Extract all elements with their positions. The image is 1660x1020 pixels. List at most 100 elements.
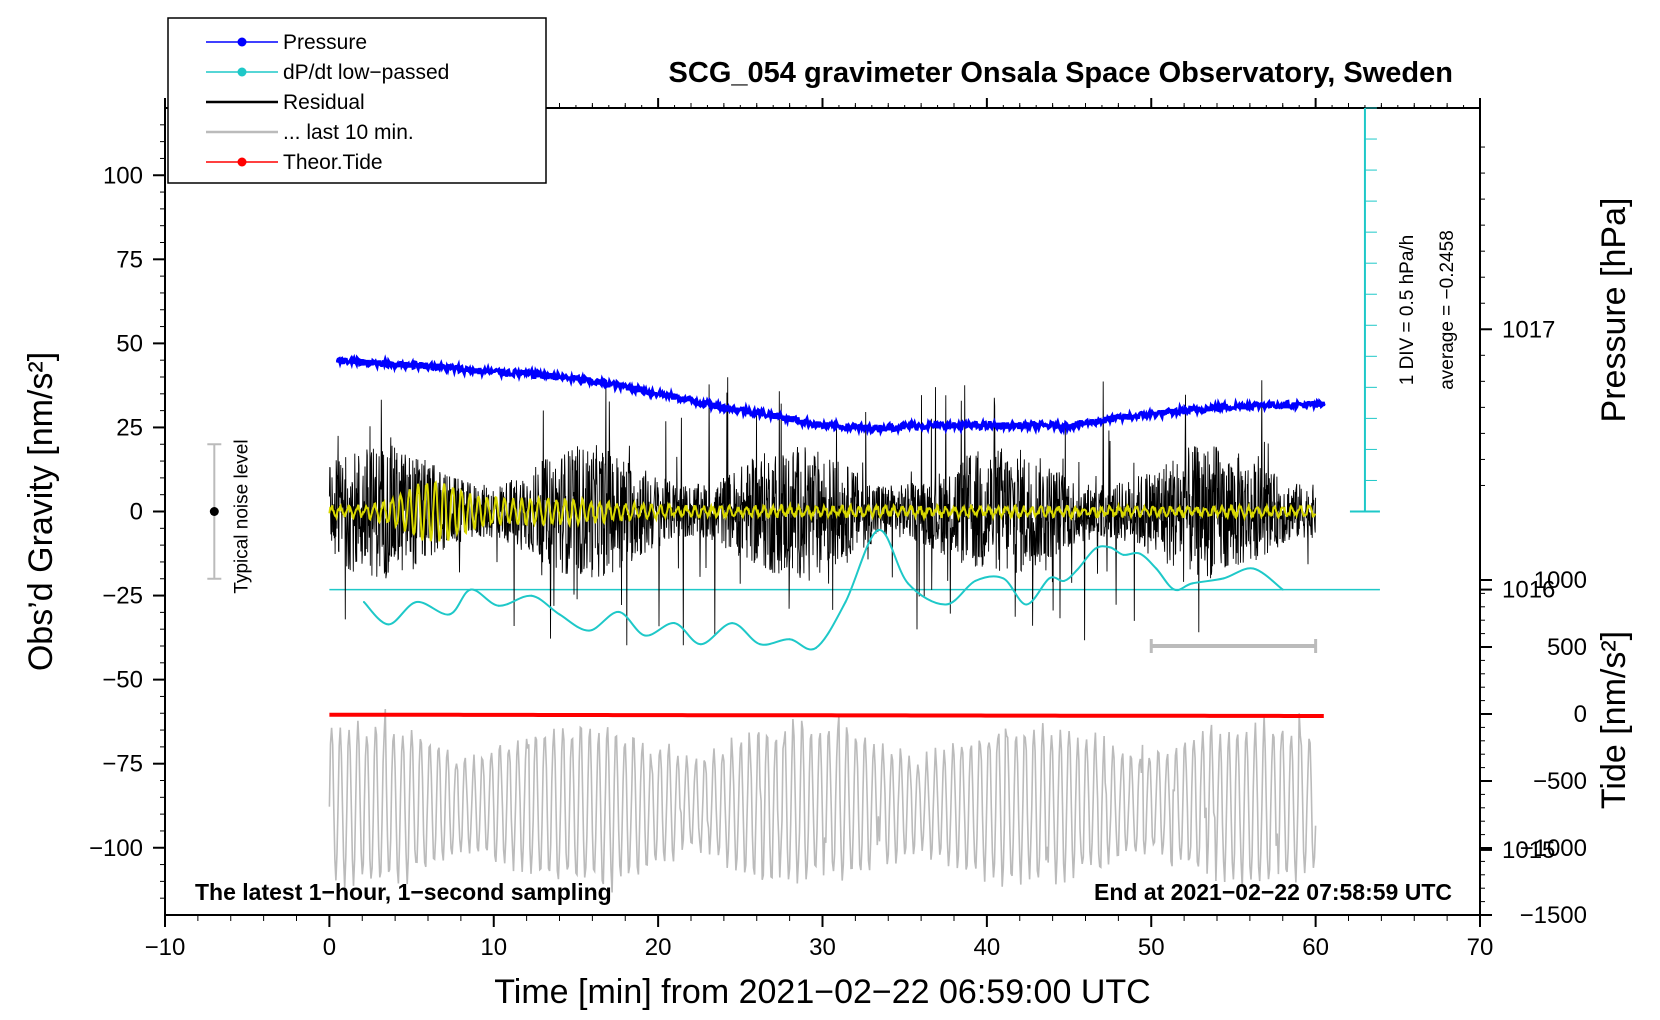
dpdt-point — [1138, 552, 1141, 555]
y-tick-label: 25 — [116, 414, 143, 441]
dpdt-point — [877, 529, 880, 532]
y-tick-label: −50 — [102, 667, 143, 694]
dpdt-point — [1025, 603, 1028, 606]
tide-tick-label: −500 — [1533, 768, 1587, 795]
pressure-point — [377, 361, 381, 365]
pressure-point — [525, 372, 529, 376]
legend-marker — [237, 67, 247, 77]
legend-label: Pressure — [283, 31, 367, 54]
dpdt-point — [469, 588, 472, 591]
dpdt-point — [588, 629, 591, 632]
dpdt-point — [906, 582, 909, 585]
pressure-point — [722, 405, 726, 409]
dpdt-point — [788, 638, 791, 641]
y-axis-label-pressure: Pressure [hPa] — [1595, 198, 1633, 423]
pressure-point — [771, 413, 775, 417]
dpdt-point — [1281, 588, 1284, 591]
residual-smoothed-series — [328, 480, 1317, 542]
x-axis-label: Time [min] from 2021−02−22 06:59:00 UTC — [494, 973, 1150, 1011]
dpdt-point — [558, 613, 561, 616]
dpdt-average-label: average = −0.2458 — [1437, 230, 1458, 390]
dpdt-point — [643, 634, 646, 637]
dpdt-point — [1222, 577, 1225, 580]
dpdt-point — [497, 604, 500, 607]
dpdt-point — [814, 646, 817, 649]
dpdt-point — [1048, 577, 1051, 580]
pressure-point — [336, 359, 340, 363]
pressure-point — [1116, 416, 1120, 420]
theor-tide-series — [329, 712, 1324, 718]
y-tick-label: −75 — [102, 751, 143, 778]
x-tick-label: 10 — [480, 934, 507, 961]
dpdt-point — [362, 601, 365, 604]
pressure-point — [426, 364, 430, 368]
dpdt-point — [1155, 567, 1158, 570]
pressure-point — [1166, 411, 1170, 415]
pressure-point — [475, 369, 479, 373]
legend-box — [167, 17, 547, 184]
y-tick-label: 75 — [116, 246, 143, 273]
x-tick-label: 70 — [1467, 934, 1494, 961]
dpdt-point — [731, 622, 734, 625]
dpdt-division-label: 1 DIV = 0.5 hPa/h — [1397, 235, 1418, 386]
x-tick-label: 30 — [809, 934, 836, 961]
dpdt-point — [759, 643, 762, 646]
pressure-point — [574, 377, 578, 381]
pressure-tick-label: 1016 — [1502, 577, 1555, 604]
dpdt-point — [530, 594, 533, 597]
dpdt-point — [699, 643, 702, 646]
dpdt-point — [944, 603, 947, 606]
bottom-left-note: The latest 1−hour, 1−second sampling — [195, 879, 612, 905]
x-tick-label: 40 — [974, 934, 1001, 961]
dpdt-point — [1252, 567, 1255, 570]
legend-marker — [237, 157, 247, 167]
dpdt-point — [1002, 577, 1005, 580]
x-tick-label: −10 — [145, 934, 186, 961]
legend-label: ... last 10 min. — [283, 121, 414, 144]
tide-tick-label: 500 — [1547, 634, 1587, 661]
dpdt-point — [844, 601, 847, 604]
dpdt-point — [448, 613, 451, 616]
pressure-point — [968, 424, 972, 428]
tide-tick-label: −1500 — [1520, 902, 1587, 929]
pressure-point — [1067, 424, 1071, 428]
tide-tick-label: 1000 — [1534, 567, 1587, 594]
x-tick-label: 20 — [645, 934, 672, 961]
x-tick-label: 50 — [1138, 934, 1165, 961]
y-tick-label: −25 — [102, 583, 143, 610]
tide-tick-label: 0 — [1574, 701, 1587, 728]
x-tick-label: 60 — [1302, 934, 1329, 961]
tide-tick-label: −1000 — [1520, 835, 1587, 862]
legend-label: Residual — [283, 91, 365, 114]
pressure-point — [1322, 403, 1326, 407]
y-tick-label: −100 — [89, 835, 143, 862]
y-axis-label-left: Obs’d Gravity [nm/s²] — [22, 352, 60, 671]
dpdt-point — [673, 622, 676, 625]
legend-marker — [237, 37, 247, 47]
y-tick-label: 50 — [116, 330, 143, 357]
pressure-point — [673, 395, 677, 399]
pressure-point — [623, 385, 627, 389]
legend-label: dP/dt low−passed — [283, 61, 449, 84]
y-tick-label: 0 — [130, 499, 143, 526]
noise-level-dot — [209, 507, 219, 516]
dpdt-point — [1063, 579, 1066, 582]
bottom-right-note: End at 2021−02−22 07:58:59 UTC — [1094, 879, 1452, 905]
dpdt-point — [1109, 546, 1112, 549]
dpdt-point — [415, 601, 418, 604]
y-axis-label-tide: Tide [nm/s²] — [1595, 631, 1633, 809]
dpdt-point — [974, 579, 977, 582]
dpdt-point — [387, 623, 390, 626]
pressure-point — [821, 424, 824, 428]
pressure-point — [919, 424, 923, 428]
y-tick-label: 100 — [103, 162, 143, 189]
pressure-point — [870, 426, 874, 430]
pressure-tick-label: 1017 — [1502, 316, 1555, 343]
pressure-point — [1215, 405, 1219, 409]
x-tick-label: 0 — [323, 934, 336, 961]
noise-level-label: Typical noise level — [231, 439, 252, 593]
pressure-point — [1264, 403, 1268, 407]
dpdt-point — [1094, 547, 1097, 550]
dpdt-point — [1122, 553, 1125, 556]
